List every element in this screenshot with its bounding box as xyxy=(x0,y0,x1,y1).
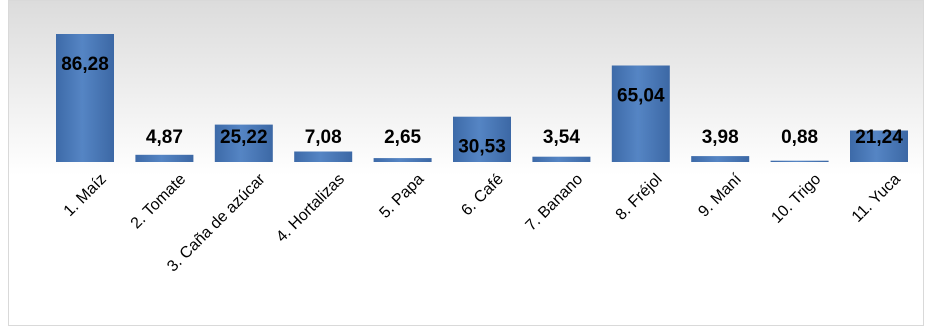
bars-group xyxy=(56,34,908,162)
value-label-3: 25,22 xyxy=(220,127,268,148)
category-label-10: 10. Trigo xyxy=(768,171,824,227)
bar-1 xyxy=(56,34,114,162)
value-label-10: 0,88 xyxy=(781,127,818,148)
category-label-2: 2. Tomate xyxy=(128,171,190,233)
value-label-7: 3,54 xyxy=(543,127,580,148)
value-label-1: 86,28 xyxy=(61,54,109,75)
bar-8 xyxy=(611,65,670,162)
bar-9 xyxy=(691,156,750,162)
category-label-6: 6. Café xyxy=(458,171,507,220)
bar-2 xyxy=(135,154,194,162)
category-label-9: 9. Maní xyxy=(695,170,745,220)
category-label-5: 5. Papa xyxy=(376,171,427,222)
bar-4 xyxy=(294,151,353,162)
chart-frame xyxy=(8,0,924,326)
category-label-4: 4. Hortalizas xyxy=(273,171,348,246)
category-label-11: 11. Yuca xyxy=(849,171,904,226)
value-label-11: 21,24 xyxy=(855,127,903,148)
bar-3 xyxy=(214,124,273,162)
category-label-1: 1. Maíz xyxy=(61,171,110,220)
bar-7 xyxy=(532,156,591,162)
category-label-8: 8. Fréjol xyxy=(613,171,666,224)
category-label-7: 7. Banano xyxy=(523,171,587,235)
value-label-6: 30,53 xyxy=(458,137,506,158)
value-label-5: 2,65 xyxy=(384,127,421,148)
bar-5 xyxy=(373,158,432,162)
bar-11 xyxy=(850,130,908,162)
bar-6 xyxy=(453,116,511,162)
value-label-9: 3,98 xyxy=(702,127,739,148)
value-label-4: 7,08 xyxy=(305,127,342,148)
bar-10 xyxy=(770,160,829,162)
value-label-2: 4,87 xyxy=(146,127,183,148)
value-label-8: 65,04 xyxy=(617,86,665,107)
value-labels-group: 86,28 4,87 25,22 7,08 2,65 30,53 3,54 65,04 3,98… xyxy=(61,54,903,158)
